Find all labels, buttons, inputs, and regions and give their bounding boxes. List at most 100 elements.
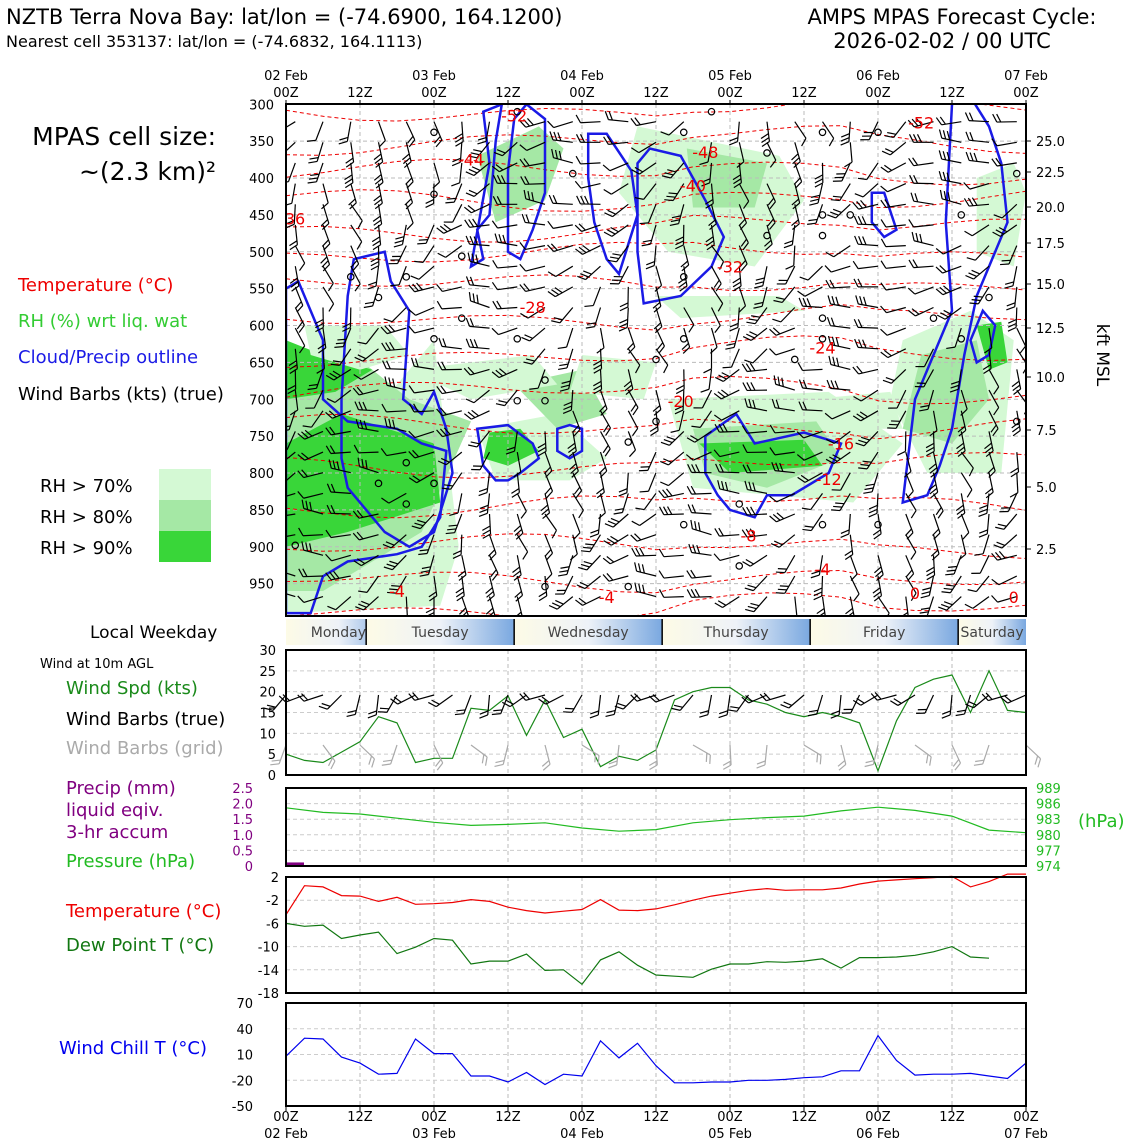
wind-barb [465,317,490,329]
barb-flag [477,136,487,141]
barb-flag [328,459,332,469]
barb-flag [772,318,782,323]
wind-barb [417,224,435,245]
wind-barb [769,327,796,336]
barb-flag [383,759,393,763]
barb-staff [509,694,527,708]
barb-flag [525,358,535,362]
barb-flag [1000,696,1009,704]
legend-precip-accum: 3-hr accum [66,822,168,843]
barb-flag [861,216,867,225]
barb-flag [381,403,387,413]
wind-barb [919,389,935,412]
barb-flag [798,297,804,307]
barb-flag [860,463,870,467]
barb-flag [470,152,480,156]
wind-barb [802,513,823,532]
barb-flag [579,134,586,143]
calm-circle [402,500,411,508]
barb-flag [658,490,665,498]
legend-rh80-swatch [159,500,211,531]
barb-flag [479,504,489,510]
barb-flag [632,407,639,416]
wind-barb [863,472,879,494]
wind-barb [491,162,518,173]
barb-flag [428,701,437,708]
barb-flag [884,135,894,139]
wind-barb [908,134,934,143]
barb-flag [1006,302,1016,307]
barb-flag [726,342,736,346]
barb-flag [305,542,309,552]
barb-staff [291,183,296,204]
barb-flag [309,157,319,160]
barb-staff [849,575,860,595]
barb-flag [752,482,756,492]
forecast-cycle-title: AMPS MPAS Forecast Cycle: [808,5,1097,29]
barb-flag [658,548,665,558]
barb-flag [929,487,938,495]
barb-flag [747,584,757,589]
barb-flag [275,456,283,465]
barb-flag [738,218,746,227]
barb-staff [405,596,408,616]
barb-flag [733,178,742,185]
barb-flag [854,235,859,245]
barb-flag [887,131,897,135]
wind-barb [827,203,851,219]
wind-barb [572,513,581,540]
barb-flag [419,549,429,552]
surface-wind-barb [563,694,583,713]
panel-frame [285,787,1027,867]
barb-flag [612,253,622,256]
barb-flag [741,529,748,538]
barb-flag [945,584,955,587]
barb-staff [701,389,713,409]
barb-flag [984,446,993,454]
kft-tick: 15.0 [1036,278,1065,293]
wind-barb [960,513,970,540]
barb-flag [354,401,360,410]
barb-flag [469,276,475,286]
barb-flag [903,470,912,478]
wind-barb [965,151,990,164]
barb-flag [547,120,555,128]
wind-barb [853,319,879,329]
wind-barb [557,327,574,350]
bottom-time-tick: 12Z [791,1110,817,1125]
panel-frame [285,876,1027,994]
barb-flag [998,226,1008,233]
grid-wind-barb [837,744,847,771]
barb-flag [380,326,388,335]
wind-barb [766,142,777,168]
barb-flag [463,413,472,420]
temperature-label: -48 [692,143,718,162]
barb-flag [575,599,583,606]
barb-flag [699,161,709,166]
barb-flag [752,399,756,409]
wind-barb [798,297,823,309]
barb-staff [776,492,796,503]
legend-rh90-label: RH > 90% [40,538,133,559]
barb-flag [520,510,527,519]
barb-staff [997,596,1017,603]
barb-flag [403,161,412,168]
barb-flag [690,435,699,441]
wind-barb [713,389,740,400]
barb-flag [748,481,752,491]
wind-barb [471,451,491,471]
wind-barb [307,162,324,184]
calm-circle [402,273,411,281]
barb-flag [482,525,491,531]
barb-flag [289,244,298,251]
barb-flag [840,529,850,534]
barb-flag [981,693,989,702]
barb-staff [668,451,685,466]
barb-staff [858,303,879,309]
barb-flag [669,223,679,226]
barb-flag [350,259,358,268]
barb-staff [1014,286,1018,307]
barb-flag [301,499,305,509]
wind-barb [686,485,712,495]
barb-flag [864,763,874,768]
